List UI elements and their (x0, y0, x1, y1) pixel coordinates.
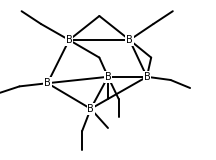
Text: B: B (143, 72, 150, 82)
Text: B: B (126, 35, 133, 45)
Text: B: B (87, 104, 94, 114)
Text: B: B (44, 78, 51, 88)
Text: B: B (66, 35, 73, 45)
Text: B: B (105, 72, 111, 82)
